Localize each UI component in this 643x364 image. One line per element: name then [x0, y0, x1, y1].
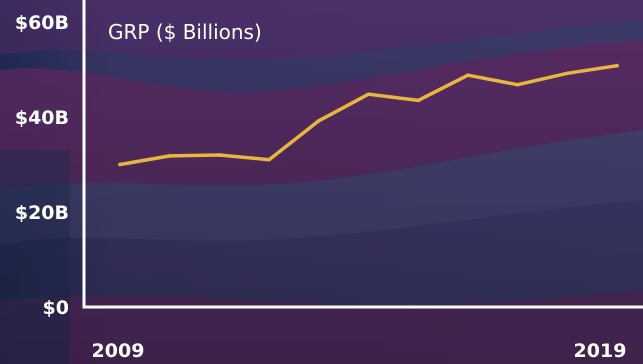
- y-axis-ticks: $0 $20B $40B $60B: [15, 12, 69, 319]
- data-point: [217, 153, 222, 157]
- series-layer: [118, 63, 619, 167]
- data-point: [515, 82, 520, 87]
- data-point: [167, 154, 172, 158]
- data-point: [416, 98, 421, 103]
- y-tick-label: $40B: [15, 107, 69, 129]
- chart-title: GRP ($ Billions): [108, 20, 262, 44]
- data-point: [118, 162, 122, 167]
- y-tick-label: $20B: [15, 202, 69, 224]
- data-point: [366, 92, 371, 96]
- x-axis-ticks: 2009 2019: [92, 340, 627, 362]
- y-tick-label: $60B: [15, 12, 69, 34]
- data-point: [267, 157, 271, 162]
- data-point: [317, 119, 321, 123]
- x-tick-label: 2019: [574, 340, 627, 362]
- x-tick-label: 2009: [92, 340, 145, 362]
- y-tick-label: $0: [43, 297, 69, 319]
- data-point: [466, 73, 470, 77]
- data-point: [565, 71, 570, 76]
- data-point: [615, 63, 619, 68]
